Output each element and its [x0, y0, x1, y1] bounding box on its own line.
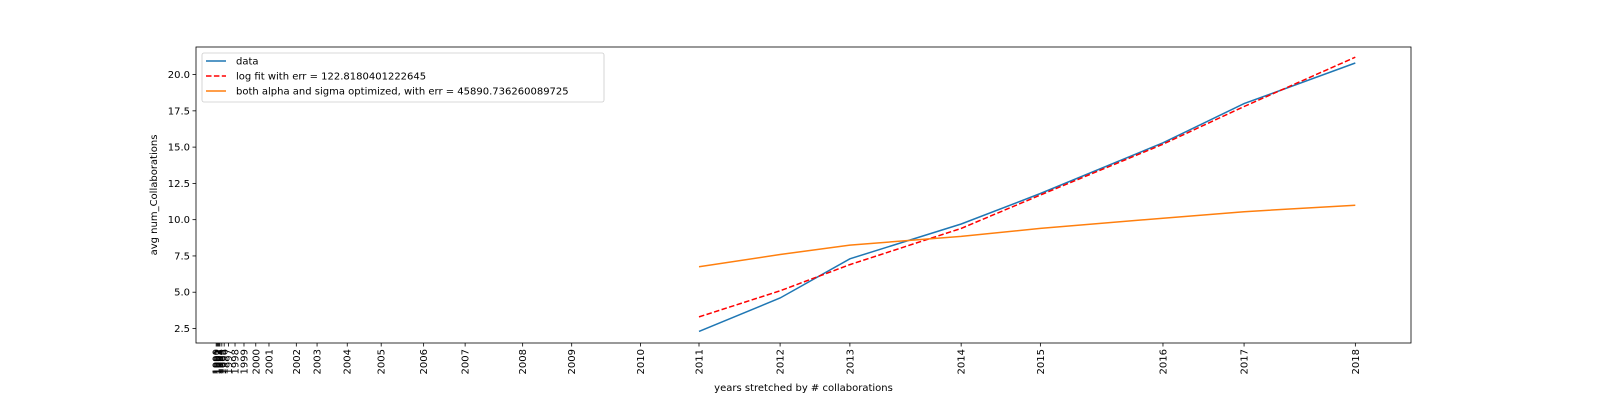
x-tick-label: 1990: [212, 349, 223, 374]
x-tick-label: 2007: [461, 349, 472, 374]
x-tick-label: 2011: [694, 349, 705, 374]
y-tick-label: 12.5: [168, 179, 190, 190]
x-tick-label: 2018: [1351, 349, 1362, 374]
x-axis-ticks: 1990199119921993199419951996199719981999…: [212, 343, 1362, 374]
y-tick-label: 2.5: [174, 324, 190, 335]
y-tick-label: 17.5: [168, 106, 190, 117]
y-tick-label: 7.5: [174, 251, 190, 262]
series-lines: [698, 56, 1356, 333]
x-tick-label: 1991: [213, 349, 224, 374]
y-tick-label: 15.0: [168, 143, 190, 154]
x-tick-label: 2008: [518, 349, 529, 374]
x-tick-label: 1992: [214, 349, 225, 374]
legend-box: [201, 52, 605, 103]
x-tick-label: 2012: [776, 349, 787, 374]
series-line-2: [698, 56, 1356, 318]
x-tick-label: 2013: [845, 349, 856, 374]
x-tick-label: 2010: [636, 349, 647, 374]
y-axis-label: avg num_Collaborations: [149, 135, 160, 256]
x-tick-label: 2001: [264, 349, 275, 374]
y-tick-label: 10.0: [168, 215, 190, 226]
legend-label: data: [236, 57, 259, 68]
x-tick-label: 2014: [957, 349, 968, 374]
x-tick-label: 1996: [220, 349, 231, 374]
x-tick-label: 1997: [224, 349, 235, 374]
series-line-1: [698, 62, 1356, 333]
series-line-3: [698, 204, 1356, 268]
x-tick-label: 2017: [1240, 349, 1251, 374]
x-tick-label: 1995: [217, 349, 228, 374]
x-tick-label: 2006: [419, 349, 430, 374]
x-tick-label: 2016: [1158, 349, 1169, 374]
x-tick-label: 1998: [231, 349, 242, 374]
x-tick-label: 1994: [215, 349, 226, 374]
x-tick-label: 2000: [251, 349, 262, 374]
y-axis-ticks: 2.5 5.0 7.5 10.0 12.5 15.0 17.5 20.0: [168, 70, 196, 335]
x-tick-label: 1993: [214, 349, 225, 374]
x-tick-label: 2003: [313, 349, 324, 374]
x-tick-label: 2005: [377, 349, 388, 374]
x-tick-label: 2015: [1036, 349, 1047, 374]
y-tick-label: 5.0: [174, 288, 190, 299]
y-tick-label: 20.0: [168, 70, 190, 81]
legend: data log fit with err = 122.8180401222645…: [201, 52, 605, 103]
plot-frame: [195, 46, 1412, 344]
x-tick-label: 2002: [292, 349, 303, 374]
x-tick-label: 2004: [343, 349, 354, 374]
x-axis-label: years stretched by # collaborations: [714, 383, 893, 394]
x-tick-label: 1999: [239, 349, 250, 374]
x-tick-label: 2009: [567, 349, 578, 374]
legend-label: both alpha and sigma optimized, with err…: [236, 87, 569, 98]
legend-label: log fit with err = 122.8180401222645: [236, 72, 426, 83]
